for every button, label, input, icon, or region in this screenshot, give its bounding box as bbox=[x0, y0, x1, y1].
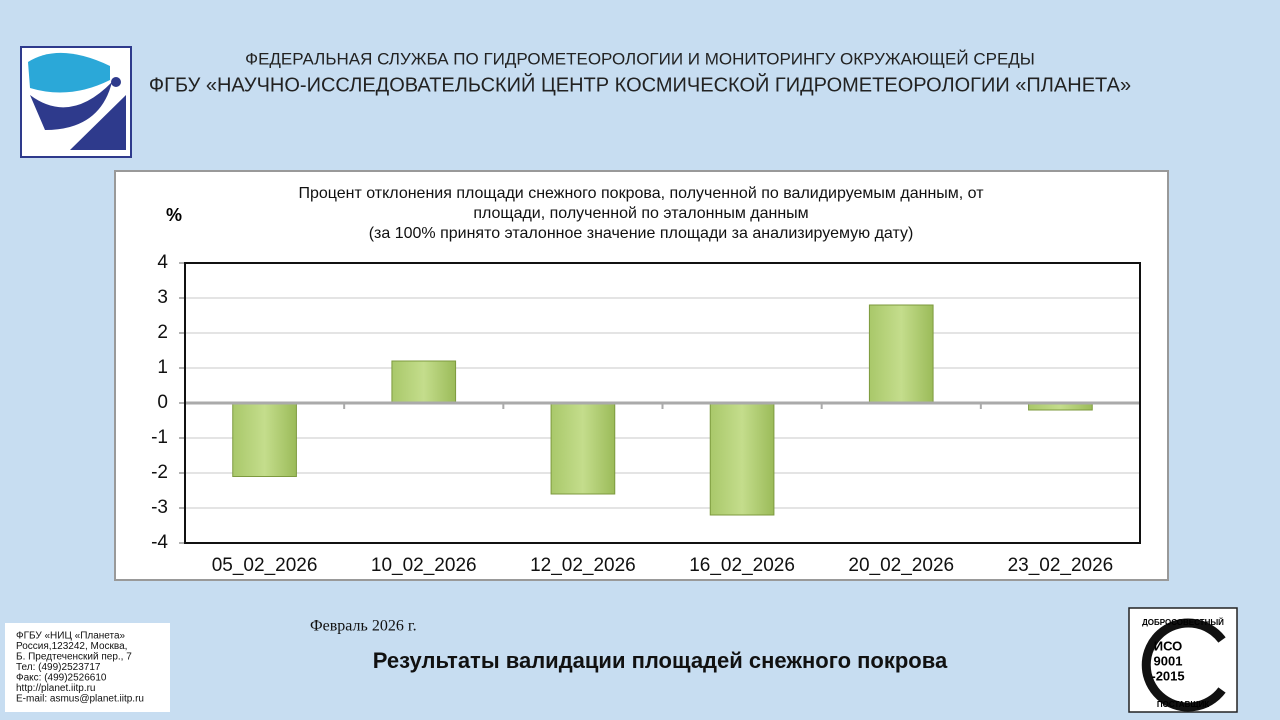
iso-text: ПОСТАВЩИК bbox=[1157, 700, 1209, 709]
chart-title: (за 100% принято эталонное значение площ… bbox=[369, 225, 914, 242]
bar bbox=[709, 402, 775, 516]
iso-text: -2015 bbox=[1151, 668, 1184, 683]
contact-line: Тел: (499)2523717 bbox=[16, 662, 101, 673]
contact-line: http://planet.iitp.ru bbox=[16, 683, 96, 694]
y-tick-label: 2 bbox=[157, 322, 168, 343]
y-tick-label: 3 bbox=[157, 287, 168, 308]
bar bbox=[232, 402, 297, 477]
bar bbox=[868, 304, 934, 404]
y-tick-label: 4 bbox=[157, 252, 168, 273]
chart-title: площади, полученной по эталонным данным bbox=[473, 205, 808, 222]
contact-line: Б. Предтеченский пер., 7 bbox=[16, 652, 132, 663]
bar bbox=[391, 360, 457, 404]
contact-line: ФГБУ «НИЦ «Планета» bbox=[16, 631, 126, 642]
logo bbox=[20, 46, 132, 158]
contact-line: Россия,123242, Москва, bbox=[16, 641, 127, 652]
y-tick-label: -4 bbox=[151, 532, 168, 553]
y-axis-label: % bbox=[166, 205, 182, 225]
header-line: ФЕДЕРАЛЬНАЯ СЛУЖБА ПО ГИДРОМЕТЕОРОЛОГИИ … bbox=[245, 49, 1035, 68]
y-tick-label: -3 bbox=[151, 497, 168, 518]
contact-box bbox=[5, 623, 170, 712]
y-tick-label: -1 bbox=[151, 427, 168, 448]
iso-text: ИСО bbox=[1154, 638, 1183, 653]
chart-frame bbox=[114, 170, 1169, 581]
chart: Процент отклонения площади снежного покр… bbox=[151, 185, 1141, 576]
iso-text: 9001 bbox=[1154, 653, 1183, 668]
iso-logo: ДОБРОСОВЕСТНЫЙ ИСО 9001 -2015 ПОСТАВЩИК bbox=[1128, 607, 1238, 713]
y-tick-label: 0 bbox=[157, 392, 168, 413]
x-tick-label: 23_02_2026 bbox=[1008, 555, 1114, 576]
y-tick-label: -2 bbox=[151, 462, 168, 483]
bar bbox=[550, 402, 616, 495]
footer-title: Результаты валидации площадей снежного п… bbox=[373, 648, 948, 673]
date: Февраль 2026 г. bbox=[310, 618, 417, 635]
x-tick-label: 20_02_2026 bbox=[848, 555, 954, 576]
contacts: ФГБУ «НИЦ «Планета»Россия,123242, Москва… bbox=[16, 631, 144, 705]
chart-title: Процент отклонения площади снежного покр… bbox=[298, 185, 984, 202]
contact-line: Факс: (499)2526610 bbox=[16, 673, 107, 684]
iso-text: ДОБРОСОВЕСТНЫЙ bbox=[1142, 618, 1224, 627]
x-tick-label: 12_02_2026 bbox=[530, 555, 636, 576]
header-line: ФГБУ «НАУЧНО-ИССЛЕДОВАТЕЛЬСКИЙ ЦЕНТР КОС… bbox=[149, 72, 1131, 96]
contact-line: E-mail: asmus@planet.iitp.ru bbox=[16, 694, 144, 705]
x-tick-label: 16_02_2026 bbox=[689, 555, 795, 576]
plot-border bbox=[184, 262, 1141, 544]
y-tick-label: 1 bbox=[157, 357, 168, 378]
x-tick-label: 05_02_2026 bbox=[212, 555, 318, 576]
x-tick-label: 10_02_2026 bbox=[371, 555, 477, 576]
